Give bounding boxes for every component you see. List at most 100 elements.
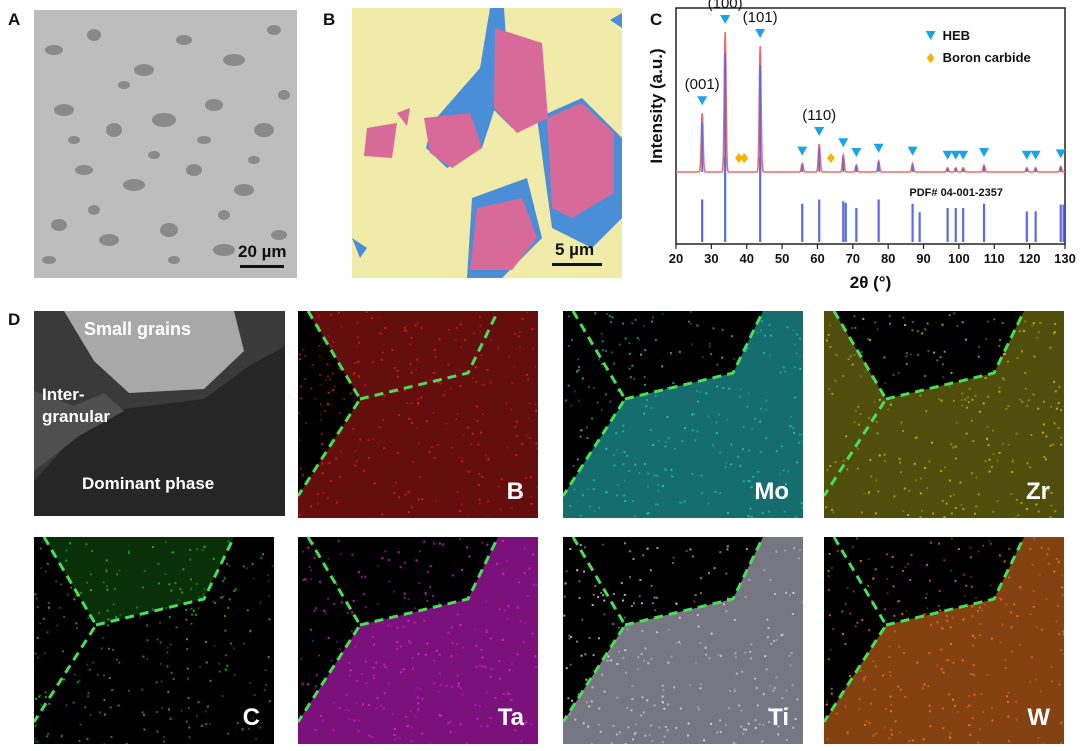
element-map-label: Mo	[754, 478, 789, 505]
element-signal-region	[824, 537, 1064, 744]
grain-boundary-line	[824, 311, 1026, 497]
boron-carbide-marker	[826, 153, 835, 163]
grain-boundary-line	[563, 311, 765, 497]
element-signal-region	[824, 311, 1064, 518]
element-map-image	[824, 537, 1064, 744]
scale-label-a: 20 µm	[238, 242, 287, 261]
heb-marker	[838, 138, 849, 148]
x-tick-label: 130	[1054, 251, 1076, 266]
peak-label: (101)	[743, 9, 778, 26]
peak-label: (001)	[685, 76, 720, 93]
heb-marker	[979, 148, 990, 157]
element-map-ti: Ti	[563, 537, 803, 744]
element-map-label: Ta	[497, 704, 524, 731]
element-signal-region	[44, 537, 234, 625]
heb-marker	[907, 146, 918, 156]
x-tick-label: 20	[669, 251, 683, 266]
panel-b-label: B	[323, 10, 336, 29]
x-tick-label: 100	[948, 251, 970, 266]
boron-carbide-marker	[734, 153, 743, 163]
panel-d-label: D	[8, 310, 21, 329]
element-speckle	[300, 538, 538, 744]
false-color-micrograph-image	[352, 8, 622, 278]
element-map-b: B	[298, 311, 538, 518]
intergranular-label-1: Inter-	[42, 385, 85, 404]
x-axis-label: 2θ (°)	[850, 273, 892, 292]
element-map-w: W	[824, 537, 1064, 744]
legend-heb-label: HEB	[943, 28, 970, 43]
element-map-ta: Ta	[298, 537, 538, 744]
x-tick-label: 120	[1019, 251, 1041, 266]
legend-boron-carbide-marker	[926, 53, 935, 63]
small-grains-label: Small grains	[84, 319, 192, 339]
x-tick-label: 40	[739, 251, 753, 266]
heb-marker	[851, 148, 862, 157]
peak-label: (100)	[708, 0, 743, 12]
element-signal-region	[563, 311, 803, 518]
element-map-c: C	[34, 537, 274, 744]
grain-boundary-line	[298, 537, 500, 723]
heb-marker	[958, 150, 969, 160]
legend-heb-marker	[925, 31, 936, 40]
element-speckle	[825, 537, 1064, 744]
x-tick-label: 80	[881, 251, 895, 266]
x-tick-label: 90	[916, 251, 930, 266]
element-speckle	[565, 311, 803, 518]
grain-boundary-line	[298, 311, 500, 497]
element-map-image	[563, 311, 803, 518]
x-tick-label: 110	[984, 251, 1005, 266]
element-map-label: B	[506, 478, 524, 505]
haadf-image: Small grains Inter- granular Dominant ph…	[34, 311, 285, 516]
element-map-image	[298, 537, 538, 744]
heb-marker	[814, 127, 825, 136]
element-signal-region	[298, 537, 538, 744]
plot-frame	[675, 7, 1066, 245]
element-map-image	[298, 311, 538, 518]
element-speckle	[298, 311, 538, 518]
element-map-image	[824, 311, 1064, 518]
element-speckle	[825, 312, 1063, 518]
heb-marker	[1030, 150, 1041, 160]
xrd-pattern-line	[676, 31, 1065, 173]
element-map-label: Zr	[1026, 478, 1050, 505]
element-speckle	[563, 542, 803, 744]
heb-marker	[720, 15, 731, 24]
element-speckle	[34, 540, 274, 744]
element-map-label: W	[1027, 704, 1050, 731]
x-tick-label: 30	[704, 251, 718, 266]
element-map-mo: Mo	[563, 311, 803, 518]
heb-marker	[873, 143, 884, 153]
scale-label-b: 5 µm	[555, 240, 595, 259]
element-signal-region	[563, 537, 803, 744]
xrd-chart: 20 30 40 50 60 70 80 90 100 110 120 130 2θ (°) Intens…	[647, 0, 1076, 292]
heb-marker	[942, 150, 953, 160]
grain-boundary-line	[34, 537, 236, 723]
heb-marker	[1055, 149, 1066, 159]
x-tick-label: 50	[775, 251, 789, 266]
panel-a-label: A	[8, 10, 21, 29]
element-map-zr: Zr	[824, 311, 1064, 518]
heb-marker	[697, 96, 708, 106]
grain-boundary-line	[824, 537, 1026, 723]
heb-marker	[755, 29, 766, 38]
heb-marker	[1021, 150, 1032, 160]
sem-micrograph-a: 20 µm	[34, 10, 297, 278]
x-tick-label: 70	[846, 251, 860, 266]
element-map-label: Ti	[768, 704, 789, 731]
element-map-image	[34, 537, 274, 744]
sem-micrograph-b: 5 µm	[352, 8, 622, 278]
y-axis-label: Intensity (a.u.)	[647, 48, 666, 163]
scale-bar-b	[552, 263, 602, 266]
boron-carbide-marker	[740, 153, 749, 163]
panel-c-label: C	[650, 10, 663, 29]
dominant-phase-label: Dominant phase	[82, 474, 215, 493]
intergranular-label-2: granular	[42, 407, 111, 426]
grain-boundary-line	[563, 537, 765, 723]
element-map-image	[563, 537, 803, 744]
peak-label: (110)	[802, 107, 836, 124]
legend-boron-carbide-label: Boron carbide	[943, 50, 1031, 65]
scale-bar-a	[240, 265, 284, 268]
sem-micrograph-image	[34, 10, 297, 278]
haadf-grain-image	[34, 311, 285, 516]
reference-card-label: PDF# 04-001-2357	[909, 187, 1003, 199]
